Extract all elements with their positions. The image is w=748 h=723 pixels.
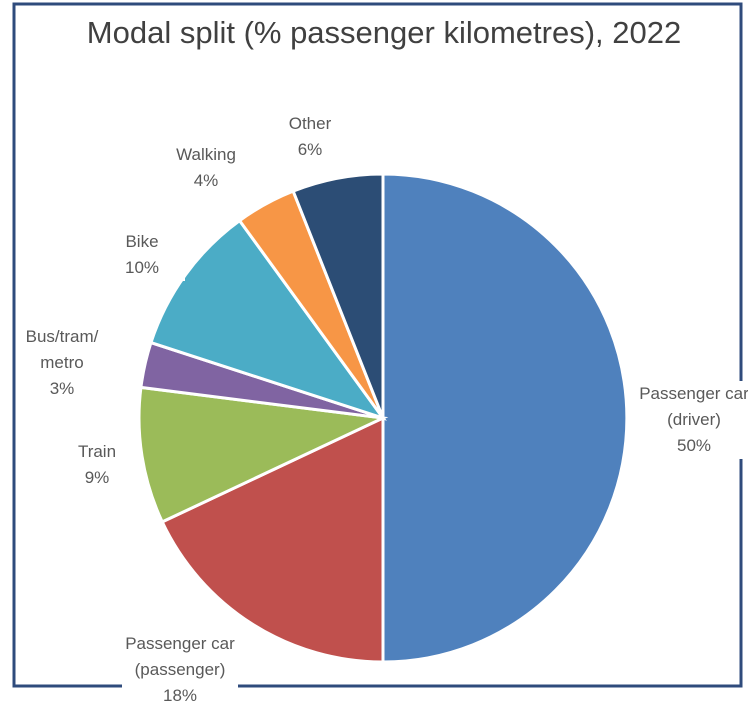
pie-slice [149, 218, 387, 421]
slice-category: Bike [125, 232, 159, 251]
pie-slice [381, 172, 629, 664]
slice-value: 10% [124, 258, 160, 277]
slice-label: Bus/tram/metro 3% [19, 324, 105, 402]
slice-label: Walking 4% [158, 142, 254, 194]
slice-label: Passenger car (passenger) 18% [122, 631, 238, 709]
slice-label: Other 6% [267, 111, 353, 163]
slice-label: Bike 10% [99, 229, 185, 281]
slice-category: Other [288, 114, 332, 133]
slice-value: 6% [297, 140, 323, 159]
chart-title: Modal split (% passenger kilometres), 20… [84, 12, 684, 54]
pie-slice [160, 415, 385, 664]
slice-value: 9% [84, 468, 110, 487]
pie-slice [291, 172, 385, 419]
slice-category: Walking [176, 145, 236, 164]
pie [137, 172, 629, 664]
slice-label: Passenger car (driver) 50% [636, 381, 748, 459]
slice-category: Bus/tram/metro [25, 327, 99, 372]
slice-category: Train [77, 442, 117, 461]
chart-frame [12, 2, 743, 688]
slice-category: Passenger car (passenger) [125, 634, 235, 679]
pie-slice [137, 385, 389, 524]
slice-value: 4% [193, 171, 219, 190]
slice-label: Train 9% [54, 439, 140, 491]
slice-value: 50% [676, 436, 712, 455]
slice-value: 18% [162, 686, 198, 705]
slice-value: 3% [49, 379, 75, 398]
slice-category: Passenger car (driver) [639, 384, 748, 429]
